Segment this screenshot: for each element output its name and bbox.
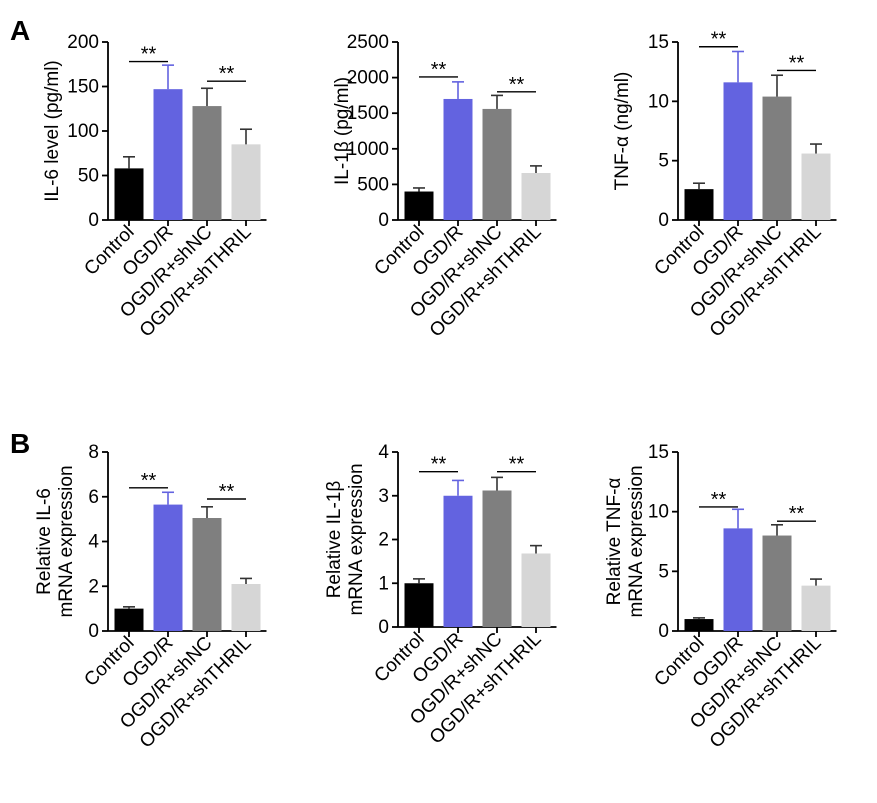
bar-ogd-r-shnc: [192, 106, 222, 220]
y-tick-label: 1000: [347, 139, 389, 160]
bar-control: [684, 619, 714, 631]
y-tick-label: 200: [67, 32, 99, 53]
y-tick-label: 5: [658, 561, 669, 582]
significance-label: **: [219, 63, 235, 85]
panel-label-b: B: [10, 428, 30, 459]
bar-ogd-r-shthril: [801, 585, 831, 631]
y-tick-label: 1: [378, 573, 389, 594]
y-tick-label: 15: [648, 32, 669, 53]
y-tick-label: 2500: [347, 32, 389, 53]
y-tick-label: 10: [648, 502, 669, 523]
bar-ogd-r-shthril: [231, 144, 261, 220]
bar-control: [114, 608, 144, 631]
bar-ogd-r: [723, 82, 753, 220]
y-tick-label: 2: [378, 530, 389, 551]
bar-ogd-r: [443, 495, 473, 627]
y-axis-label: IL-1β (pg/ml): [332, 77, 353, 185]
bar-ogd-r-shthril: [231, 584, 261, 631]
y-tick-label: 10: [648, 91, 669, 112]
y-tick-label: 0: [378, 210, 389, 231]
bar-ogd-r-shnc: [482, 108, 512, 220]
bar-ogd-r-shnc: [192, 518, 222, 631]
bar-control: [684, 189, 714, 220]
y-axis-label: Relative IL-6: [34, 488, 55, 595]
y-tick-label: 4: [378, 442, 389, 463]
significance-label: **: [141, 44, 157, 66]
y-tick-label: 500: [357, 174, 389, 195]
y-tick-label: 50: [78, 166, 99, 187]
y-tick-label: 3: [378, 486, 389, 507]
bar-ogd-r-shnc: [482, 490, 512, 627]
bar-ogd-r-shthril: [521, 173, 551, 220]
significance-label: **: [789, 503, 805, 525]
y-tick-label: 0: [658, 210, 669, 231]
significance-label: **: [431, 454, 447, 476]
y-tick-label: 0: [658, 621, 669, 642]
y-axis-label: IL-6 level (pg/ml): [42, 60, 63, 202]
y-tick-label: 15: [648, 442, 669, 463]
y-axis-label-line2: mRNA expression: [56, 465, 77, 617]
bar-ogd-r-shnc: [762, 535, 792, 631]
significance-label: **: [431, 59, 447, 81]
bar-control: [404, 191, 434, 220]
bar-ogd-r: [153, 89, 183, 220]
y-tick-label: 6: [88, 487, 99, 508]
y-axis-label: Relative TNF-α: [604, 478, 625, 606]
y-tick-label: 0: [88, 210, 99, 231]
y-tick-label: 2000: [347, 68, 389, 89]
bar-control: [114, 168, 144, 220]
bar-ogd-r-shthril: [521, 553, 551, 627]
panel-label-a: A: [10, 15, 30, 46]
bar-control: [404, 583, 434, 627]
y-tick-label: 5: [658, 151, 669, 172]
significance-label: **: [789, 52, 805, 74]
y-axis-label: TNF-α (ng/ml): [612, 72, 633, 191]
y-tick-label: 8: [88, 442, 99, 463]
y-tick-label: 0: [88, 621, 99, 642]
significance-label: **: [711, 29, 727, 51]
bar-ogd-r: [723, 528, 753, 631]
significance-label: **: [711, 489, 727, 511]
y-tick-label: 150: [67, 77, 99, 98]
significance-label: **: [509, 454, 525, 476]
bar-ogd-r: [153, 504, 183, 631]
y-tick-label: 4: [88, 532, 99, 553]
y-tick-label: 0: [378, 617, 389, 638]
significance-label: **: [509, 74, 525, 96]
y-tick-label: 100: [67, 121, 99, 142]
y-axis-label: Relative IL-1β: [324, 481, 345, 599]
y-tick-label: 2: [88, 576, 99, 597]
y-axis-label-line2: mRNA expression: [346, 463, 367, 615]
bar-ogd-r-shnc: [762, 96, 792, 220]
bar-ogd-r: [443, 98, 473, 220]
y-tick-label: 1500: [347, 103, 389, 124]
y-axis-label-line2: mRNA expression: [626, 465, 647, 617]
bar-ogd-r-shthril: [801, 153, 831, 220]
significance-label: **: [219, 481, 235, 503]
significance-label: **: [141, 470, 157, 492]
